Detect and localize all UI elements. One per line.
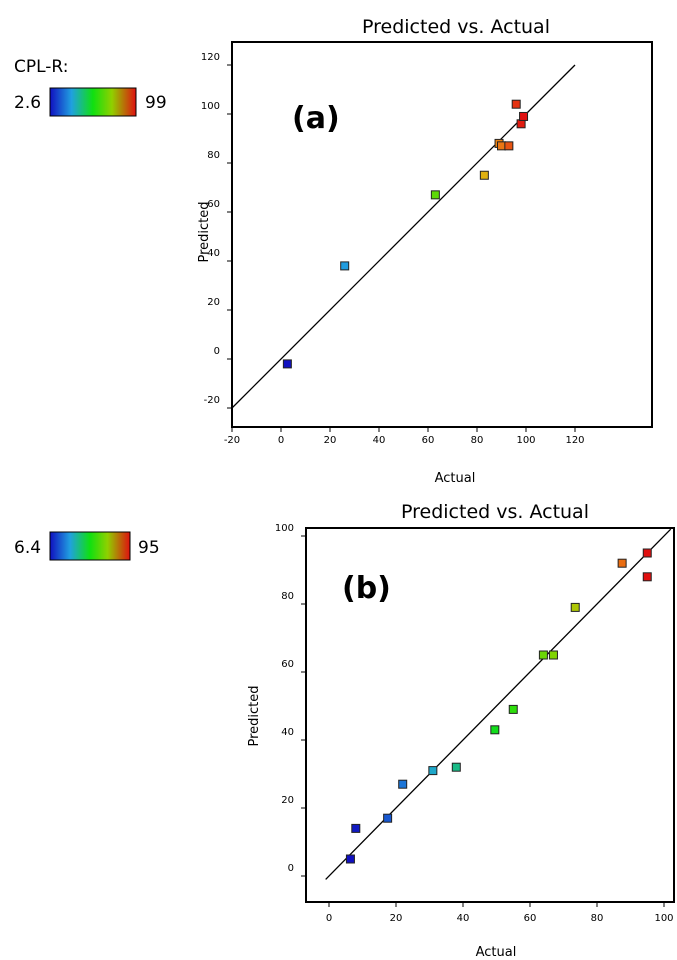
chart-b-xtick-label: 60 [524, 913, 537, 924]
chart-b-xlabel: Actual [476, 945, 517, 960]
chart-a-data-point [282, 359, 292, 369]
chart-a-title: Predicted vs. Actual [362, 16, 550, 38]
chart-a-ytick-label: 40 [207, 248, 220, 259]
chart-b-panel-label: (b) [342, 571, 391, 606]
chart-b-title: Predicted vs. Actual [401, 501, 589, 523]
chart-b-data-point [548, 650, 558, 660]
chart-a: Predicted vs. Actual (a) Actual Predicte… [197, 16, 653, 486]
chart-a-data-point [430, 190, 440, 200]
chart-a-data-point [516, 119, 526, 129]
chart-b-data-point [398, 779, 408, 789]
chart-a-xtick-label: 20 [324, 435, 337, 446]
chart-b-ytick-label: 20 [281, 795, 294, 806]
chart-b-data-point [428, 766, 438, 776]
chart-b-data-point [383, 813, 393, 823]
colorbar-a-max: 99 [145, 93, 167, 113]
chart-a-xtick-label: 100 [516, 435, 535, 446]
chart-b-xtick-label: 40 [457, 913, 470, 924]
chart-a-ytick-label: 80 [207, 150, 220, 161]
chart-b-data-point [617, 558, 627, 568]
chart-a-ytick-label: 120 [201, 52, 220, 63]
chart-b-data-point [490, 725, 500, 735]
colorbar-a-label: CPL-R: [14, 57, 68, 77]
chart-a-panel-label: (a) [292, 101, 340, 136]
chart-b: Predicted vs. Actual (b) Actual Predicte… [247, 501, 675, 960]
chart-b-xtick-label: 0 [326, 913, 332, 924]
chart-a-data-point [511, 99, 521, 109]
chart-a-data-point [497, 141, 506, 151]
chart-b-data-point [351, 823, 361, 833]
chart-b-ytick-label: 0 [288, 863, 294, 874]
chart-b-frame [305, 527, 675, 903]
chart-a-ytick-label: -20 [204, 395, 220, 406]
chart-b-ytick-label: 100 [275, 523, 294, 534]
chart-b-data-point [508, 704, 518, 714]
chart-b-data-point [345, 854, 355, 864]
chart-a-ytick-label: 20 [207, 297, 220, 308]
chart-a-ylabel: Predicted [197, 201, 212, 262]
chart-b-data-point [642, 548, 652, 558]
chart-b-data-point [570, 602, 580, 612]
chart-a-data-point [504, 141, 514, 151]
chart-b-data-point [642, 572, 652, 582]
chart-a-data-point [479, 170, 489, 180]
chart-a-frame [231, 41, 653, 428]
chart-a-xtick-label: 60 [422, 435, 435, 446]
chart-a-xtick-label: 80 [471, 435, 484, 446]
colorbar-a-gradient [49, 87, 137, 117]
chart-a-ytick-label: 0 [214, 346, 220, 357]
colorbar-b-max: 95 [138, 538, 160, 558]
colorbar-a: CPL-R: 2.6 99 [14, 57, 167, 117]
chart-b-ylabel: Predicted [247, 685, 262, 746]
chart-b-ytick-label: 80 [281, 591, 294, 602]
chart-a-ytick-label: 60 [207, 199, 220, 210]
chart-a-xtick-label: 40 [373, 435, 386, 446]
chart-b-data-point [451, 762, 461, 772]
chart-b-data-point [538, 650, 548, 660]
chart-a-xtick-label: 120 [565, 435, 584, 446]
colorbar-a-min: 2.6 [14, 93, 41, 113]
colorbar-b-min: 6.4 [14, 538, 41, 558]
chart-a-xtick-label: 0 [278, 435, 284, 446]
chart-a-data-point [340, 261, 350, 271]
chart-b-ytick-label: 40 [281, 727, 294, 738]
colorbar-b: 6.4 95 [14, 531, 160, 561]
chart-a-xlabel: Actual [435, 471, 476, 486]
chart-a-xtick-label: -20 [224, 435, 240, 446]
chart-b-xtick-label: 20 [390, 913, 403, 924]
chart-b-xtick-label: 100 [654, 913, 673, 924]
chart-a-data-point [519, 111, 529, 121]
chart-b-xtick-label: 80 [591, 913, 604, 924]
chart-a-ytick-label: 100 [201, 101, 220, 112]
colorbar-b-gradient [49, 531, 131, 561]
chart-b-ytick-label: 60 [281, 659, 294, 670]
